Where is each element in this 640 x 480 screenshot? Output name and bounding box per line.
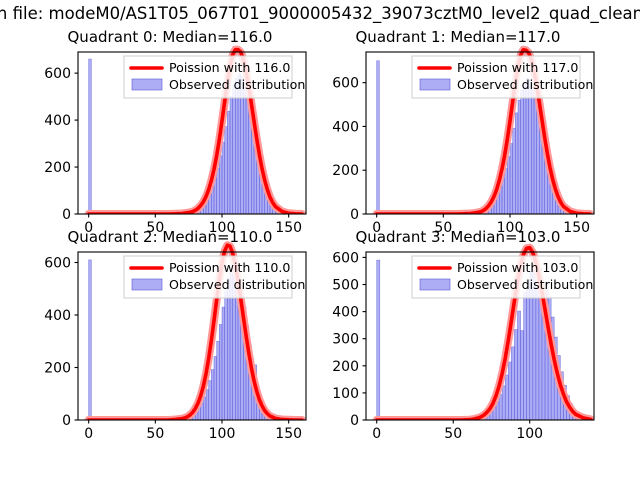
subplot-title-quadrant-3: Quadrant 3: Median=103.0 <box>355 228 561 246</box>
plot-area-quadrant-0: 0 50 100 150 0 200 400 600 Poission with 116.0 Ob… <box>44 45 307 236</box>
svg-text:200: 200 <box>44 361 71 377</box>
subplot-quadrant-0: Quadrant 0: Median=116.0 0 50 100 150 0 200 400… <box>26 28 314 240</box>
svg-text:50: 50 <box>444 426 462 442</box>
svg-text:400: 400 <box>332 119 359 135</box>
svg-text:500: 500 <box>332 278 359 294</box>
svg-text:0: 0 <box>84 426 93 442</box>
axes-spines-quadrant-3 <box>365 251 595 421</box>
svg-text:50: 50 <box>146 220 164 236</box>
svg-text:150: 150 <box>275 220 302 236</box>
svg-text:150: 150 <box>563 220 590 236</box>
subplot-quadrant-3: Quadrant 3: Median=103.0 0 50 100 0 100 200 300… <box>314 228 602 446</box>
subplot-quadrant-2: Quadrant 2: Median=110.0 0 50 100 150 0 200 400… <box>26 228 314 446</box>
plot-area-quadrant-2: 0 50 100 150 0 200 400 600 Poission with 110.0 Ob… <box>44 241 307 443</box>
axes-spines-quadrant-0 <box>77 51 307 215</box>
subplot-quadrant-1: Quadrant 1: Median=117.0 0 50 100 150 0 200 400… <box>314 28 602 240</box>
axis-ticks-quadrant-0: 0 50 100 150 0 200 400 600 <box>44 66 302 236</box>
legend-entry-poisson: Poission with 103.0 <box>457 260 578 275</box>
svg-text:100: 100 <box>516 426 543 442</box>
svg-text:0: 0 <box>62 207 71 223</box>
figure-suptitle: n file: modeM0/AS1T05_067T01_9000005432_… <box>0 4 640 23</box>
subplot-title-quadrant-1: Quadrant 1: Median=117.0 <box>355 28 561 46</box>
poisson-curve-quadrant-0 <box>86 47 304 214</box>
svg-text:50: 50 <box>146 426 164 442</box>
axis-ticks-quadrant-3: 0 50 100 0 100 200 300 400 500 600 <box>332 250 543 442</box>
svg-text:50: 50 <box>434 220 452 236</box>
axes-spines-quadrant-1 <box>365 51 595 215</box>
svg-text:100: 100 <box>209 220 236 236</box>
svg-text:100: 100 <box>209 426 236 442</box>
legend-entry-poisson: Poission with 116.0 <box>169 60 290 75</box>
svg-text:0: 0 <box>372 426 381 442</box>
legend-quadrant-0[interactable]: Poission with 116.0 Observed distribution <box>123 55 305 99</box>
poisson-curve-quadrant-2 <box>86 243 304 420</box>
legend-entry-poisson: Poission with 110.0 <box>169 260 290 275</box>
svg-text:400: 400 <box>44 113 71 129</box>
svg-text:0: 0 <box>84 220 93 236</box>
svg-text:200: 200 <box>332 163 359 179</box>
legend-entry-observed: Observed distribution <box>457 77 593 92</box>
svg-text:400: 400 <box>332 305 359 321</box>
svg-text:0: 0 <box>350 413 359 429</box>
legend-entry-observed: Observed distribution <box>169 277 305 292</box>
legend-quadrant-2[interactable]: Poission with 110.0 Observed distribution <box>123 255 305 299</box>
svg-text:600: 600 <box>332 250 359 266</box>
svg-text:300: 300 <box>332 332 359 348</box>
svg-text:0: 0 <box>350 207 359 223</box>
plot-area-quadrant-1: 0 50 100 150 0 200 400 600 Poission with 117.0 Ob… <box>332 45 595 236</box>
svg-text:150: 150 <box>275 426 302 442</box>
svg-text:200: 200 <box>44 160 71 176</box>
svg-text:400: 400 <box>44 308 71 324</box>
legend-quadrant-3[interactable]: Poission with 103.0 Observed distribution <box>411 255 593 299</box>
poisson-curve-quadrant-1 <box>374 48 592 214</box>
axis-ticks-quadrant-1: 0 50 100 150 0 200 400 600 <box>332 76 590 236</box>
legend-quadrant-1[interactable]: Poission with 117.0 Observed distribution <box>411 55 593 99</box>
plot-area-quadrant-3: 0 50 100 0 100 200 300 400 500 600 Poission with 1… <box>332 243 595 442</box>
svg-text:0: 0 <box>372 220 381 236</box>
svg-text:0: 0 <box>62 413 71 429</box>
poisson-curve-quadrant-3 <box>374 245 593 420</box>
legend-entry-observed: Observed distribution <box>457 277 593 292</box>
svg-text:100: 100 <box>497 220 524 236</box>
axes-spines-quadrant-2 <box>77 251 307 421</box>
legend-entry-poisson: Poission with 117.0 <box>457 60 578 75</box>
svg-text:600: 600 <box>332 76 359 92</box>
legend-entry-observed: Observed distribution <box>169 77 305 92</box>
svg-text:100: 100 <box>332 386 359 402</box>
svg-text:600: 600 <box>44 66 71 82</box>
svg-text:600: 600 <box>44 256 71 272</box>
subplot-title-quadrant-0: Quadrant 0: Median=116.0 <box>67 28 273 46</box>
subplot-title-quadrant-2: Quadrant 2: Median=110.0 <box>67 228 273 246</box>
axis-ticks-quadrant-2: 0 50 100 150 0 200 400 600 <box>44 256 302 443</box>
svg-text:200: 200 <box>332 359 359 375</box>
